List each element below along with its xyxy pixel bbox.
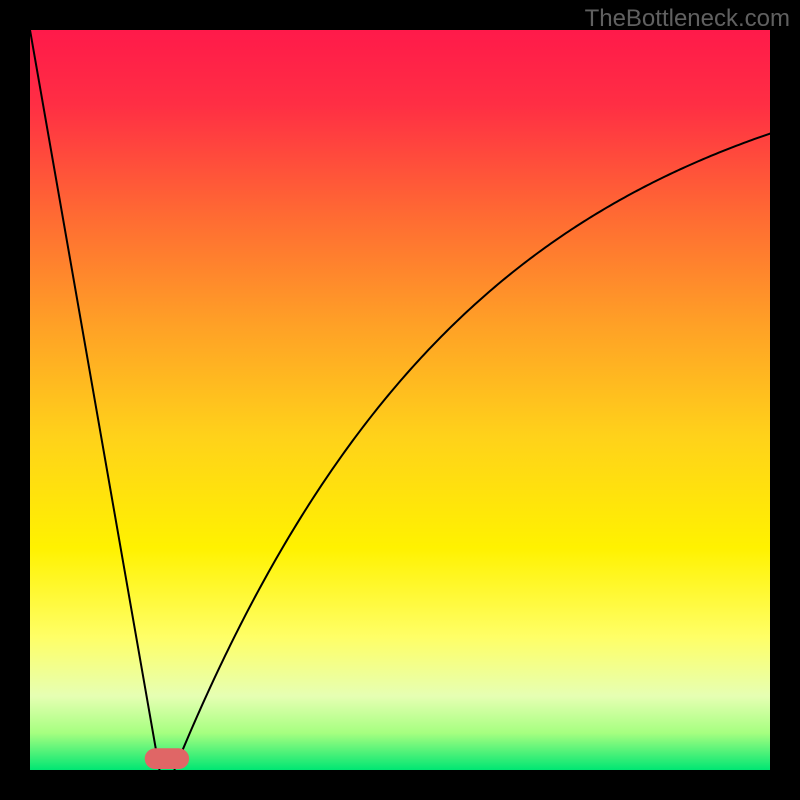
- plot-area: [30, 30, 770, 770]
- bottom-marker: [145, 748, 189, 769]
- watermark-text: TheBottleneck.com: [585, 5, 790, 33]
- right-curve-path: [174, 129, 770, 770]
- left-line-path: [30, 30, 160, 770]
- plot-curves-svg: [30, 30, 770, 770]
